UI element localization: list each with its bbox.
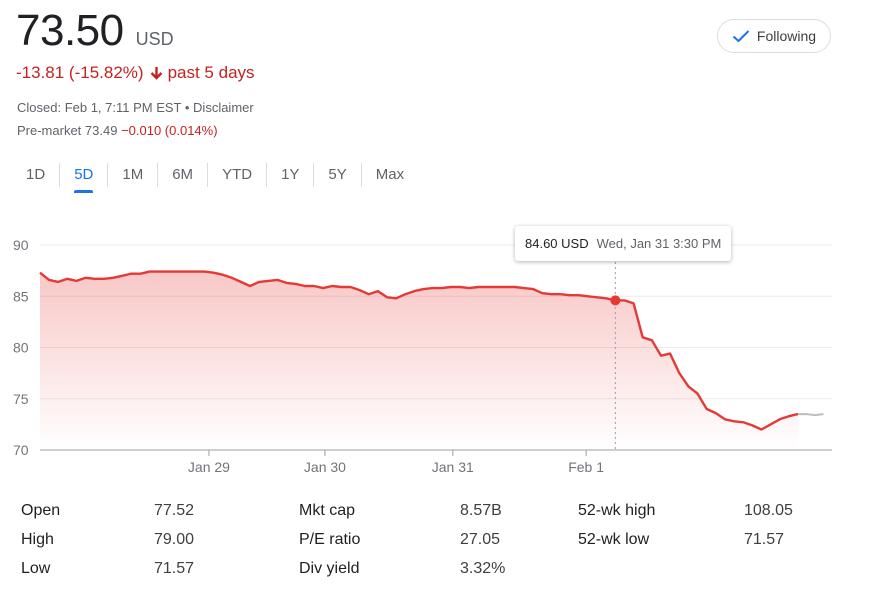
- premarket-change: −0.010 (0.014%): [121, 123, 218, 138]
- price-chart[interactable]: 90 85 80 75 70 Jan 29 Jan 30 Jan 31 Feb 1: [0, 220, 874, 485]
- price-change: -13.81 (-15.82%) past 5 days: [16, 63, 255, 83]
- y-tick-label: 85: [13, 288, 29, 304]
- x-tick-label: Jan 30: [304, 459, 346, 475]
- stat-label-p-e-ratio: P/E ratio: [299, 531, 361, 548]
- range-tab-ytd[interactable]: YTD: [222, 166, 253, 183]
- range-tab-6m[interactable]: 6M: [172, 166, 194, 183]
- range-tab-1m[interactable]: 1M: [122, 166, 144, 183]
- price-row: 73.50 USD: [16, 6, 174, 56]
- stat-label-mkt-cap: Mkt cap: [299, 502, 356, 519]
- following-label: Following: [756, 28, 817, 44]
- stat-label-high: High: [21, 531, 54, 548]
- tooltip-date: Wed, Jan 31 3:30 PM: [596, 236, 722, 251]
- range-tab-max[interactable]: Max: [375, 166, 405, 183]
- currency-label: USD: [135, 29, 174, 49]
- stat-label-div-yield: Div yield: [299, 560, 360, 577]
- y-tick-label: 70: [13, 442, 29, 458]
- price-series-line: [39, 270, 799, 431]
- range-tab-5d[interactable]: 5D: [60, 159, 107, 193]
- following-button[interactable]: Following: [717, 19, 831, 53]
- current-price: 73.50: [16, 6, 124, 55]
- stat-label-52-wk-high: 52-wk high: [578, 502, 656, 519]
- range-divider: [313, 163, 315, 187]
- range-tab-5y[interactable]: 5Y: [328, 166, 347, 183]
- y-tick-label: 80: [13, 340, 29, 356]
- stat-value-high: 79.00: [154, 531, 195, 548]
- x-tick-label: Jan 31: [432, 459, 474, 475]
- stat-value-open: 77.52: [154, 502, 195, 519]
- afterhours-series-line: [798, 413, 824, 417]
- x-tick-label: Jan 29: [188, 459, 230, 475]
- stat-label-open: Open: [21, 502, 61, 519]
- stat-value-52-wk-high: 108.05: [744, 502, 793, 519]
- stat-value-p-e-ratio: 27.05: [460, 531, 501, 548]
- y-tick-label: 90: [13, 237, 29, 253]
- tooltip-value: 84.60 USD: [525, 236, 589, 251]
- range-divider: [107, 163, 109, 187]
- range-divider: [157, 163, 159, 187]
- stat-label-low: Low: [21, 560, 51, 577]
- x-tick-label: Feb 1: [568, 459, 604, 475]
- price-tooltip: 84.60 USD Wed, Jan 31 3:30 PM: [515, 226, 732, 261]
- hover-point: [610, 295, 621, 306]
- range-divider: [59, 163, 61, 187]
- range-divider: [207, 163, 209, 187]
- range-tab-1y[interactable]: 1Y: [281, 166, 300, 183]
- premarket-label: Pre-market 73.49: [17, 123, 118, 138]
- checkmark-icon: [732, 30, 750, 43]
- change-period: past 5 days: [167, 63, 255, 82]
- premarket-info: Pre-market 73.49 −0.010 (0.014%): [17, 123, 218, 138]
- arrow-down-icon: [150, 66, 163, 80]
- range-divider: [360, 163, 362, 187]
- range-divider: [266, 163, 268, 187]
- price-area-fill: [40, 271, 798, 450]
- y-tick-label: 75: [13, 391, 29, 407]
- stat-label-52-wk-low: 52-wk low: [578, 531, 650, 548]
- stat-value-52-wk-low: 71.57: [744, 531, 785, 548]
- stat-value-low: 71.57: [154, 560, 195, 577]
- closed-disclaimer[interactable]: Closed: Feb 1, 7:11 PM EST • Disclaimer: [17, 100, 254, 115]
- range-tab-1d[interactable]: 1D: [26, 166, 46, 183]
- change-value: -13.81 (-15.82%): [16, 63, 144, 82]
- stat-value-div-yield: 3.32%: [460, 560, 506, 577]
- time-range-selector: 1D 5D 1M 6M YTD 1Y 5Y Max: [12, 158, 418, 193]
- stat-value-mkt-cap: 8.57B: [460, 502, 502, 519]
